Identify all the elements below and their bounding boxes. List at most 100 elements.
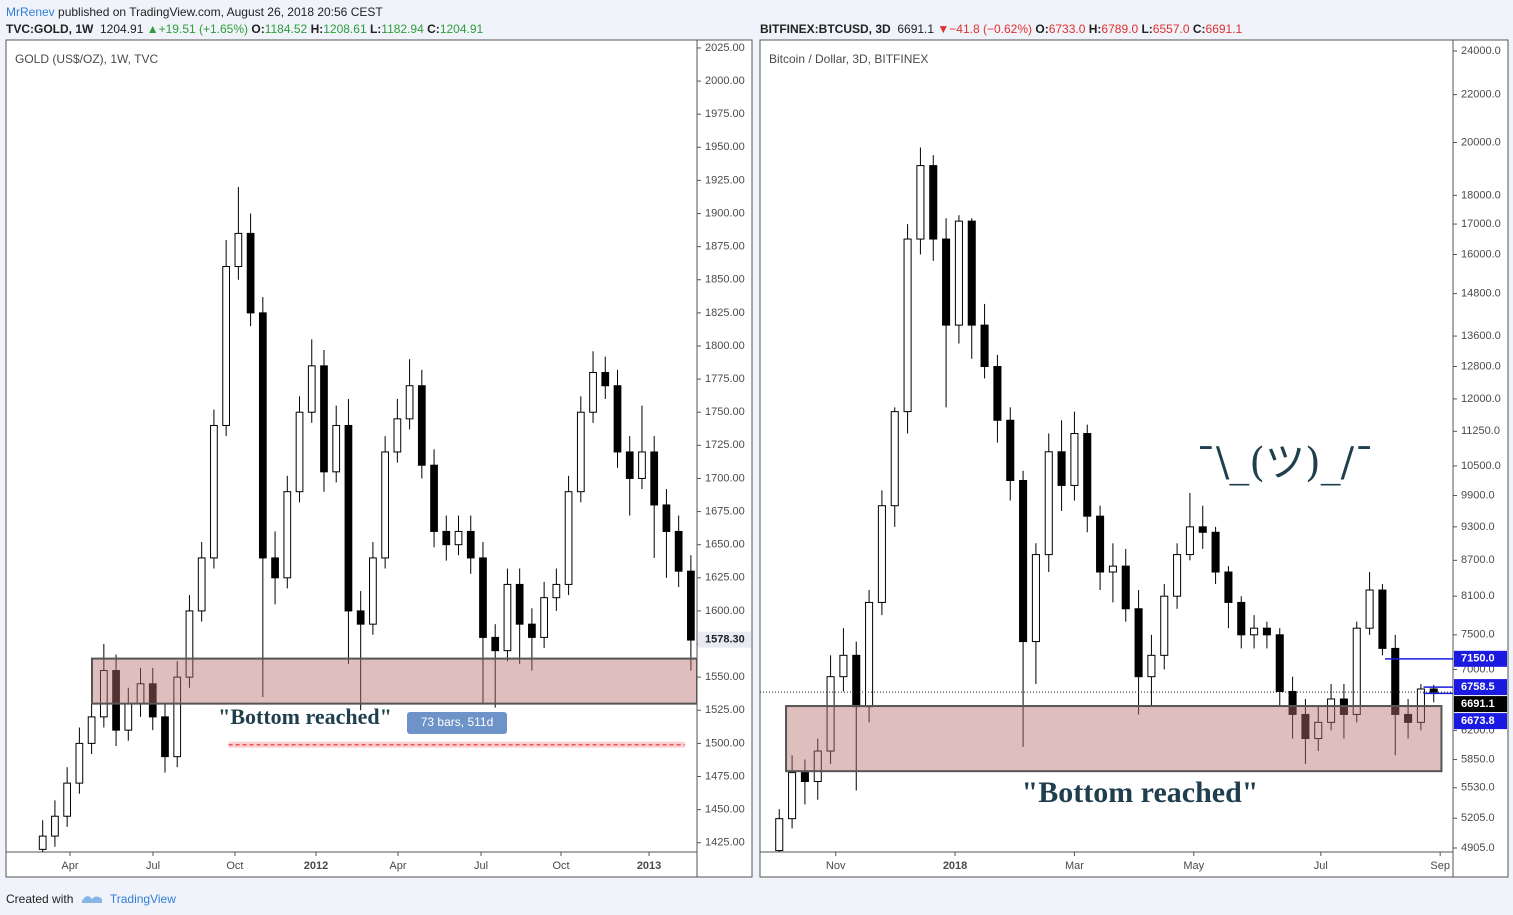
- candle-body: [369, 557, 377, 625]
- h-label: H:: [310, 22, 324, 36]
- candle-body: [344, 424, 353, 612]
- y-tick-label: 14800.0: [1461, 288, 1501, 300]
- candle-body: [877, 505, 886, 603]
- price: 1204.91: [100, 22, 144, 36]
- o: 1184.52: [264, 22, 308, 36]
- candle-body: [1160, 595, 1169, 656]
- candle-body: [1096, 515, 1105, 573]
- zone: [785, 705, 1443, 773]
- candle-body: [993, 366, 1002, 421]
- l-label: L:: [1141, 22, 1153, 36]
- candle-body: [503, 583, 512, 652]
- measure-label: 73 bars, 511d: [421, 715, 494, 729]
- candle-body: [466, 530, 475, 559]
- brand[interactable]: TradingView: [109, 892, 176, 906]
- candle-body: [826, 676, 835, 752]
- l: 6557.0: [1152, 22, 1190, 36]
- l: 1182.94: [381, 22, 424, 36]
- candle-body: [1314, 721, 1323, 740]
- candle-body: [1391, 647, 1400, 715]
- candle-body: [173, 676, 182, 758]
- price-label: 6691.1: [1461, 698, 1495, 710]
- candle-body: [185, 610, 194, 678]
- y-tick-label: 1850.00: [705, 274, 745, 286]
- candle-body: [234, 232, 243, 268]
- candle-body: [662, 504, 671, 532]
- y-tick-label: 1875.00: [705, 241, 745, 253]
- candle-body: [552, 583, 561, 599]
- panel-title: Bitcoin / Dollar, 3D, BITFINEX: [769, 52, 928, 66]
- y-tick-label: 7500.0: [1461, 629, 1495, 641]
- h: 1208.61: [323, 22, 367, 36]
- x-tick-label: Apr: [389, 860, 406, 872]
- author[interactable]: MrRenev: [6, 5, 55, 19]
- x-tick-label: Sep: [1430, 860, 1450, 872]
- y-tick-label: 1975.00: [705, 108, 745, 120]
- y-tick-label: 1475.00: [705, 770, 745, 782]
- candle-body: [307, 365, 316, 413]
- y-tick-label: 18000.0: [1461, 189, 1501, 201]
- y-tick-label: 1825.00: [705, 307, 745, 319]
- zone-label: "Bottom reached": [1022, 776, 1259, 809]
- candle-body: [1224, 571, 1233, 603]
- y-tick-label: 12800.0: [1461, 360, 1501, 372]
- candle-body: [942, 238, 951, 326]
- plot: [38, 187, 697, 852]
- candle-body: [197, 557, 206, 612]
- candle-body: [576, 411, 585, 493]
- y-tick-label: 4905.0: [1461, 842, 1495, 854]
- logo: [81, 895, 102, 903]
- y-tick-label: 1775.00: [705, 373, 745, 385]
- candle-body: [1031, 554, 1040, 643]
- y-tick-label: 1425.00: [705, 837, 745, 849]
- symbol: BITFINEX:BTCUSD, 3D: [760, 22, 891, 36]
- x-tick-label: May: [1183, 860, 1204, 872]
- y-tick-label: 22000.0: [1461, 89, 1501, 101]
- candle-body: [479, 557, 487, 638]
- zone-label: "Bottom reached": [218, 704, 392, 729]
- candle-body: [210, 424, 218, 559]
- btc-quote: BITFINEX:BTCUSD, 3D 6691.1 ▼−41.8 (−0.62…: [760, 21, 1242, 38]
- candle-body: [903, 238, 912, 413]
- candle-body: [161, 716, 169, 758]
- candle-body: [1134, 608, 1143, 678]
- y-tick-label: 1675.00: [705, 505, 745, 517]
- candle-body: [332, 424, 341, 473]
- candle-body: [1429, 688, 1438, 693]
- x-tick-label: Jul: [1314, 860, 1328, 872]
- candle-body: [515, 583, 524, 625]
- y-tick-label: 8700.0: [1461, 554, 1495, 566]
- y-tick-label: 20000.0: [1461, 136, 1501, 148]
- candle-body: [613, 385, 622, 453]
- y-tick-label: 1625.00: [705, 572, 745, 584]
- x-tick-label: Mar: [1065, 860, 1084, 872]
- candle-body: [601, 371, 610, 387]
- o-label: O:: [1035, 22, 1049, 36]
- candle-body: [405, 385, 414, 420]
- y-tick-label: 1550.00: [705, 671, 745, 683]
- candle-body: [1288, 690, 1297, 715]
- candle-body: [540, 597, 548, 638]
- candle-body: [1404, 713, 1413, 723]
- panel-title: GOLD (US$/OZ), 1W, TVC: [15, 52, 158, 66]
- y-tick-label: 1700.00: [705, 472, 745, 484]
- candle-body: [320, 365, 328, 473]
- candle-body: [865, 601, 874, 708]
- candle-body: [1044, 451, 1053, 556]
- y-tick-label: 24000.0: [1461, 45, 1501, 57]
- candle-body: [75, 742, 84, 784]
- measure-badge: [407, 712, 507, 734]
- l-label: L:: [369, 22, 382, 36]
- y-tick-label: 5205.0: [1461, 812, 1495, 824]
- y-tick-label: 13600.0: [1461, 330, 1501, 342]
- candle-body: [954, 220, 963, 326]
- candle-body: [528, 623, 536, 638]
- price-label-bg: [1454, 696, 1507, 713]
- publish-line: MrRenev published on TradingView.com, Au…: [6, 4, 483, 21]
- c: 6691.1: [1205, 22, 1243, 36]
- candle-body: [258, 312, 267, 559]
- candle-body: [222, 266, 231, 426]
- candle-body: [1327, 698, 1336, 723]
- created-with: Created with: [6, 892, 74, 906]
